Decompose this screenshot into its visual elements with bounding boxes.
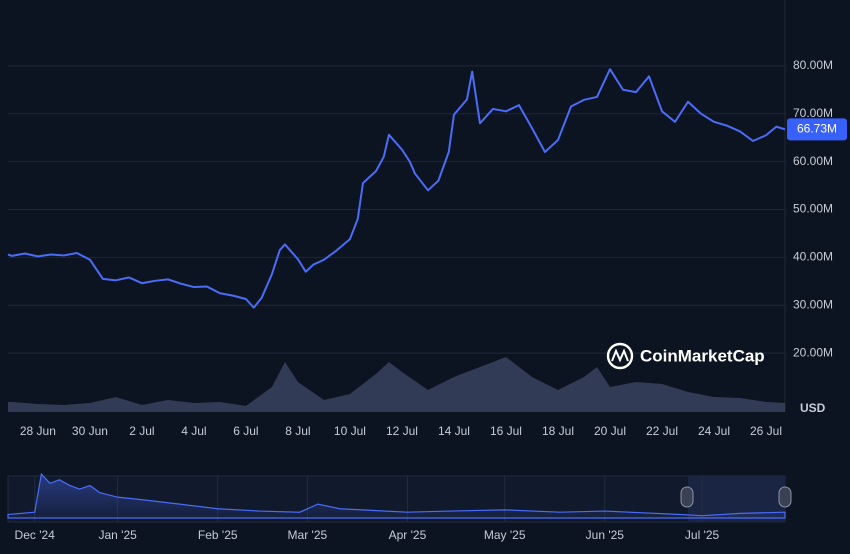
x-tick-label: Jun '25	[586, 528, 625, 542]
x-tick-label: May '25	[484, 528, 526, 542]
x-tick-label: 8 Jul	[285, 424, 310, 438]
price-line	[7, 68, 786, 309]
x-tick-label: 14 Jul	[438, 424, 470, 438]
watermark: CoinMarketCap	[640, 346, 765, 365]
navigator-handle[interactable]	[778, 486, 792, 508]
y-tick-label: 50.00M	[793, 202, 833, 216]
x-tick-label: 18 Jul	[542, 424, 574, 438]
x-tick-label: Mar '25	[288, 528, 328, 542]
currency-label: USD	[800, 401, 826, 415]
y-tick-label: 30.00M	[793, 297, 833, 311]
y-tick-label: 80.00M	[793, 58, 833, 72]
x-tick-label: 2 Jul	[129, 424, 154, 438]
x-tick-label: 20 Jul	[594, 424, 626, 438]
navigator-handle[interactable]	[680, 486, 694, 508]
x-tick-label: 12 Jul	[386, 424, 418, 438]
x-tick-label: 28 Jun	[20, 424, 56, 438]
x-tick-label: 24 Jul	[698, 424, 730, 438]
x-tick-label: 30 Jun	[72, 424, 108, 438]
price-badge-label: 66.73M	[797, 122, 837, 136]
watermark-logo	[606, 342, 634, 370]
x-tick-label: 10 Jul	[334, 424, 366, 438]
x-tick-label: Dec '24	[15, 528, 56, 542]
navigator-area	[7, 472, 786, 519]
x-tick-label: 4 Jul	[181, 424, 206, 438]
y-tick-label: 70.00M	[793, 106, 833, 120]
y-tick-label: 20.00M	[793, 345, 833, 359]
x-tick-label: Feb '25	[198, 528, 238, 542]
x-tick-label: 6 Jul	[233, 424, 258, 438]
volume-area	[8, 357, 785, 412]
y-tick-label: 40.00M	[793, 250, 833, 264]
x-tick-label: Apr '25	[389, 528, 427, 542]
x-tick-label: 26 Jul	[750, 424, 782, 438]
price-badge	[787, 118, 847, 141]
x-tick-label: 22 Jul	[646, 424, 678, 438]
x-tick-label: Jul '25	[685, 528, 720, 542]
x-tick-label: Jan '25	[98, 528, 137, 542]
y-tick-label: 60.00M	[793, 154, 833, 168]
x-tick-label: 16 Jul	[490, 424, 522, 438]
